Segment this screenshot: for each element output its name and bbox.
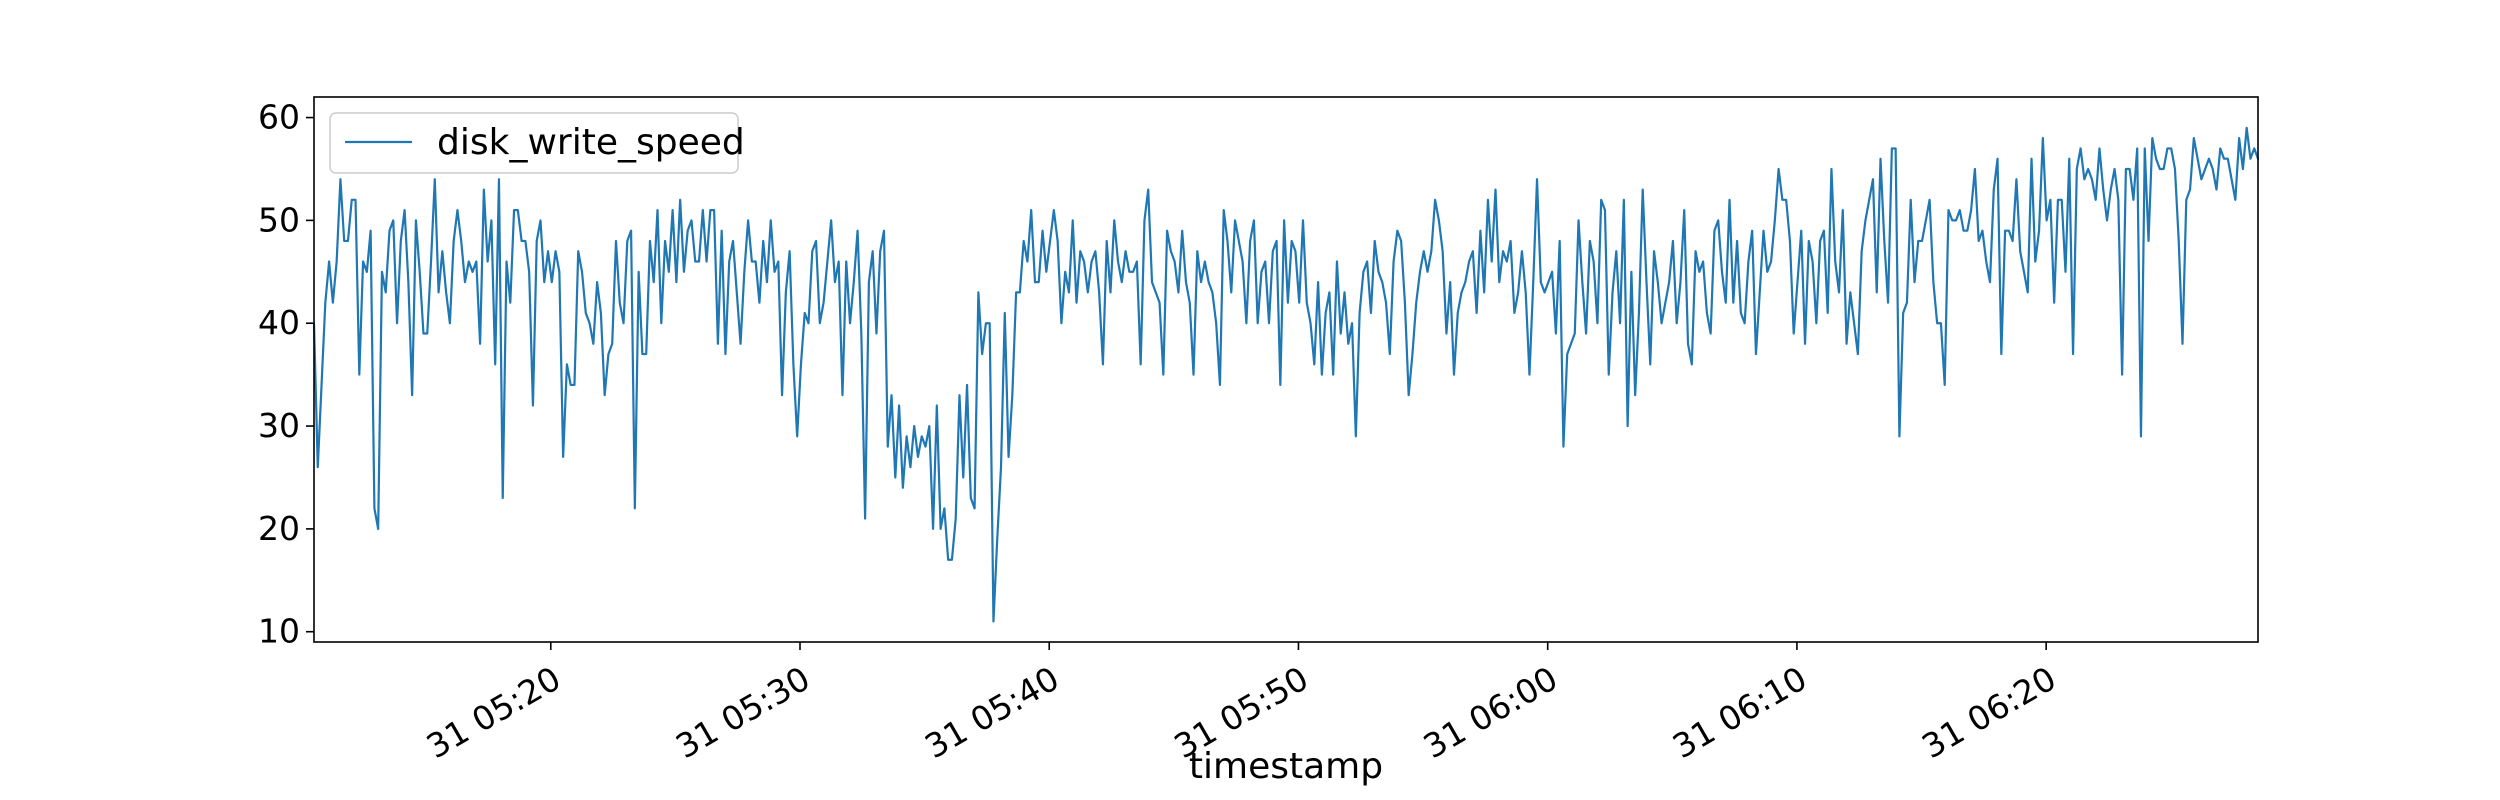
y-tick-label: 30 — [258, 406, 300, 445]
x-axis-title: timestamp — [1189, 746, 1383, 787]
y-tick-label: 10 — [258, 612, 300, 651]
y-tick-label: 60 — [258, 98, 300, 137]
plot-area — [314, 97, 2258, 642]
y-tick-label: 50 — [258, 200, 300, 239]
plot-frame — [313, 96, 2259, 643]
legend-label: disk_write_speed — [437, 122, 745, 163]
legend: disk_write_speed — [329, 112, 745, 174]
legend-box — [329, 112, 739, 174]
y-tick-label: 20 — [258, 509, 300, 548]
y-axis: 10 20 30 40 50 60 — [258, 98, 314, 651]
y-tick-label: 40 — [258, 303, 300, 342]
disk-write-speed-line — [312, 126, 2260, 623]
